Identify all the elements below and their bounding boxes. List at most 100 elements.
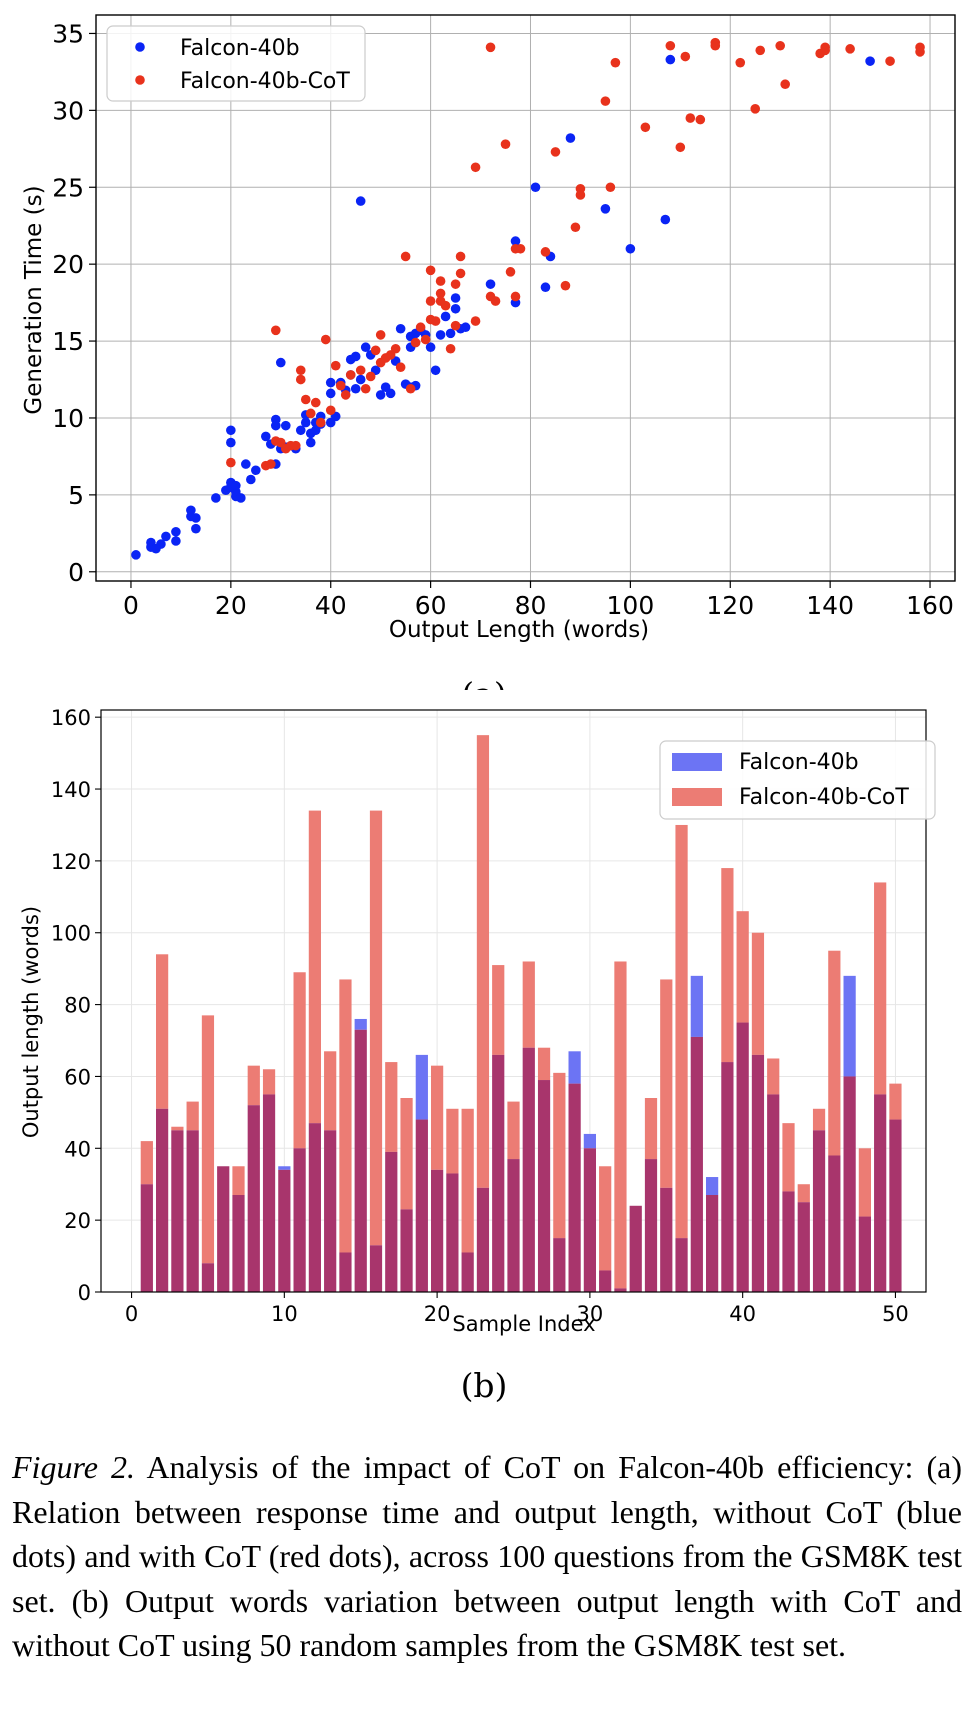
point-falcon-40b-cot [450,279,461,289]
point-falcon-40b-cot [415,322,426,333]
point-falcon-40b-cot [450,320,461,331]
x-tick-label: 100 [607,591,655,620]
point-falcon-40b [231,480,241,491]
point-falcon-40b [565,133,576,143]
y-tick-label: 0 [78,1281,91,1305]
point-falcon-40b [450,303,461,314]
point-falcon-40b [445,328,456,339]
panel-label-b: (b) [461,1366,508,1405]
bar-falcon-40b-cot [369,810,383,1246]
point-falcon-40b [375,390,386,400]
bar-overlap [751,1054,765,1292]
point-falcon-40b [156,539,166,549]
point-falcon-40b-cot [470,316,481,326]
bars [140,735,902,1292]
point-falcon-40b-cot [340,390,351,400]
point-falcon-40b-cot [455,251,466,262]
bar-falcon-40b-cot [461,1108,474,1253]
point-falcon-40b [171,536,181,546]
point-falcon-40b-cot [360,383,371,394]
bar-overlap [522,1047,535,1292]
bar-overlap [690,1036,703,1292]
y-tick-label: 100 [51,922,91,946]
x-tick-label: 60 [415,591,447,620]
y-tick-label: 35 [52,19,84,48]
point-falcon-40b [530,182,541,193]
bar-overlap [858,1216,871,1292]
bar-overlap [461,1252,474,1292]
point-falcon-40b-cot [335,380,346,391]
point-falcon-40b-cot [265,459,276,469]
point-falcon-40b-cot [410,337,421,348]
point-falcon-40b [625,243,636,254]
bar-overlap [843,1076,856,1292]
bar-overlap [537,1080,551,1292]
x-tick-label: 10 [271,1302,298,1326]
bar-falcon-40b-cot [599,1166,612,1271]
bar-overlap [293,1148,306,1292]
x-tick-label: 40 [315,591,347,620]
point-falcon-40b-cot [710,37,721,48]
bar-falcon-40b-cot [339,979,352,1253]
bar-overlap [767,1094,780,1292]
bar-falcon-40b-cot [171,1126,184,1131]
point-falcon-40b-cot [505,267,516,277]
figure-caption: Figure 2. Analysis of the impact of CoT … [12,1445,962,1668]
bar-falcon-40b-cot [874,882,887,1095]
point-falcon-40b-cot [685,113,696,123]
bar-falcon-40b-cot [553,1072,566,1239]
point-falcon-40b [305,437,316,448]
legend-box [659,740,936,820]
x-tick-label: 0 [125,1302,138,1326]
plot-frame [100,709,927,1293]
bar-falcon-40b [690,975,703,1037]
plot-frame [95,14,956,582]
point-falcon-40b-cot [425,296,436,306]
x-tick-label: 20 [215,591,247,620]
point-falcon-40b-cot [375,330,386,340]
point-falcon-40b [211,493,221,503]
bar-falcon-40b-cot [156,954,169,1109]
y-tick-label: 40 [64,1137,91,1161]
bar-falcon-40b-cot [828,950,841,1156]
point-falcon-40b [226,425,236,436]
point-falcon-40b-cot [395,362,406,373]
point-falcon-40b-cot [405,383,416,394]
y-tick-label: 5 [68,481,84,510]
bar-falcon-40b-cot [767,1058,780,1095]
point-falcon-40b [395,323,406,334]
bar-falcon-40b [568,1051,581,1084]
bar-overlap [568,1083,581,1292]
x-axis-label: Output Length (words) [389,617,649,643]
point-falcon-40b-cot [365,371,376,382]
point-falcon-40b [540,282,551,293]
point-falcon-40b-cot [435,288,446,299]
point-falcon-40b-cot [290,440,301,451]
bar-falcon-40b-cot [507,1101,520,1160]
y-tick-label: 30 [52,96,84,125]
bar-falcon-40b-cot [431,1065,444,1170]
bar-overlap [156,1108,169,1292]
point-falcon-40b-cot [560,280,571,291]
bar-falcon-40b-cot [492,965,505,1055]
x-tick-label: 40 [729,1302,756,1326]
point-falcon-40b-cot [490,296,501,306]
bar-overlap [324,1130,337,1292]
legend-label-falcon-40b-cot: Falcon-40b-CoT [739,785,909,810]
point-falcon-40b-cot [425,265,436,276]
bar-falcon-40b [354,1018,367,1030]
point-falcon-40b-cot [420,334,431,345]
point-falcon-40b-cot [695,114,706,125]
bar-overlap [492,1054,505,1292]
bar-overlap [247,1105,260,1292]
caption-label: Figure 2. [12,1449,136,1485]
bar-overlap [431,1169,444,1292]
point-falcon-40b [270,414,281,425]
bar-overlap [828,1155,841,1292]
point-falcon-40b-cot [320,334,331,345]
bar-overlap [644,1159,658,1292]
point-falcon-40b-cot [915,42,925,53]
bar-overlap [721,1062,734,1292]
bar-overlap [140,1184,153,1292]
point-falcon-40b-cot [570,222,581,233]
